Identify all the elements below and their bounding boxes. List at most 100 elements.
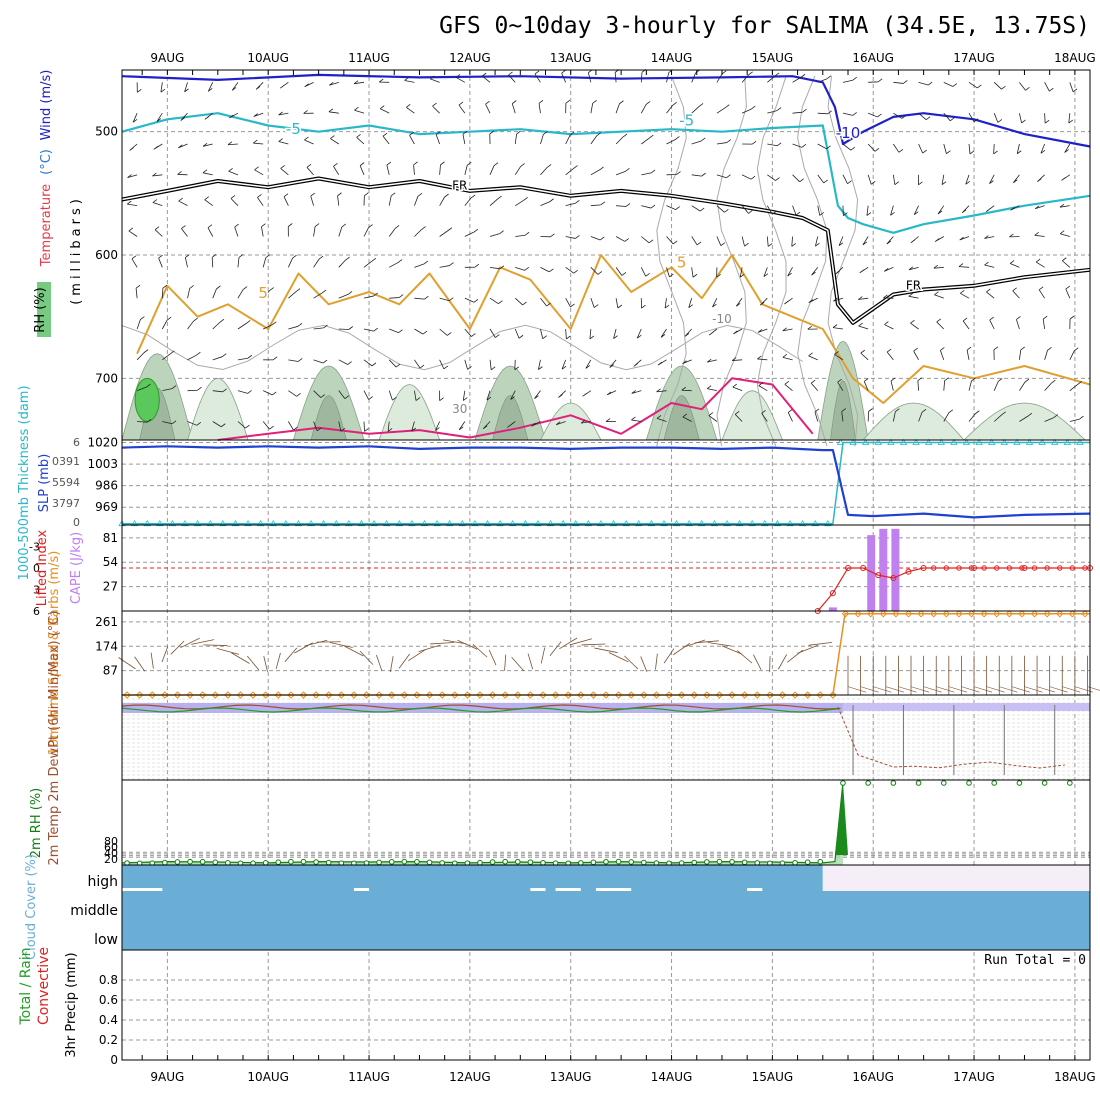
wind10-speed-marker <box>488 691 497 699</box>
wind-barb <box>561 359 567 370</box>
wind-barb <box>288 288 301 299</box>
wind10-speed-marker <box>211 691 219 699</box>
x-tick-label-bottom: 16AUG <box>852 1070 894 1084</box>
freezing-level-inner <box>121 177 1091 324</box>
wind10-speed-marker <box>1043 610 1051 618</box>
wind10-speed-marker <box>665 691 673 699</box>
thickness-marker <box>924 438 933 445</box>
thickness-marker <box>849 438 857 445</box>
wind-barb <box>792 205 801 216</box>
x-tick-label-top: 9AUG <box>150 51 184 65</box>
contour-label: -10 <box>712 312 732 326</box>
wind-barb <box>363 292 378 299</box>
wind10-barb <box>999 686 1018 693</box>
wind-barb <box>262 254 271 268</box>
wind-barb <box>283 193 289 206</box>
wind-barb <box>742 140 757 145</box>
rh-shade-inner <box>663 395 700 441</box>
thickness-marker <box>748 519 756 527</box>
wind-barb <box>684 328 693 337</box>
wind10-barb <box>898 686 917 693</box>
lifted-index-point <box>1031 565 1038 571</box>
wind-barb <box>313 421 322 432</box>
ylabel-rh2m: 2m RH (%) <box>29 788 44 859</box>
wind10-barb <box>860 686 879 693</box>
thickness-tick-label: 0391 <box>52 455 80 468</box>
rh2m-point <box>212 859 219 866</box>
thickness-marker <box>130 519 139 527</box>
wind10-speed-marker <box>476 691 484 699</box>
wind-barb <box>363 390 373 400</box>
wind-barb <box>237 421 250 429</box>
wind-barb <box>1019 82 1030 91</box>
wind-barb <box>128 227 138 237</box>
wind-barb <box>237 354 253 361</box>
wind-barb <box>590 201 606 207</box>
wind-barb <box>631 390 642 394</box>
wind-barb <box>160 82 166 93</box>
wind-barb <box>615 267 627 276</box>
lifted-index-point <box>875 572 882 579</box>
wind10-speed-marker <box>841 610 850 618</box>
thickness-marker <box>496 519 504 527</box>
wind-barb <box>918 81 933 86</box>
wind-barb <box>152 172 163 177</box>
wind-barb <box>585 359 592 369</box>
x-tick-label-top: 10AUG <box>247 51 289 65</box>
wind10-barb <box>663 648 675 664</box>
thickness-marker <box>1025 438 1034 445</box>
cloud-low-mid <box>122 891 1090 950</box>
wind-barb <box>127 200 138 207</box>
x-tick-label-top: 12AUG <box>449 51 491 65</box>
wind-barb <box>691 103 704 114</box>
x-tick-label-bottom: 18AUG <box>1054 1070 1096 1084</box>
lifted-index-point <box>931 565 937 571</box>
ylabel-wind: Wind (m/s) <box>39 70 54 141</box>
wind10-barb <box>408 649 426 662</box>
wind-barb <box>162 385 177 392</box>
x-tick-label-bottom: 14AUG <box>651 1070 693 1084</box>
wind-barb <box>540 297 551 307</box>
wind-barb <box>817 174 828 184</box>
wind10-barb <box>359 650 374 665</box>
wind10-speed-marker <box>854 610 862 618</box>
rh2m-point <box>966 780 972 786</box>
rh2m-point <box>489 859 496 865</box>
grey-contour <box>121 324 803 371</box>
wind-barb <box>211 254 217 268</box>
x-tick-label-bottom: 10AUG <box>247 1070 289 1084</box>
wind-barb <box>511 100 517 114</box>
wind-barb <box>514 163 525 176</box>
lifted-index-point <box>905 568 912 575</box>
wind-barb <box>237 320 251 330</box>
wind-barb <box>514 297 527 306</box>
wind-barb <box>482 421 491 430</box>
wind-barb <box>787 267 793 277</box>
wind10-speed-marker <box>526 691 535 699</box>
rh2m-point <box>628 859 635 865</box>
wind10-barb <box>430 642 455 645</box>
rh-tick-label: 80 <box>104 835 118 848</box>
thickness-marker <box>143 519 151 527</box>
wind-barb <box>136 316 145 330</box>
pressure-tick-label: 500 <box>95 125 118 139</box>
cloud-gap <box>747 888 763 891</box>
wind-barb <box>389 259 403 268</box>
wind-barb <box>913 347 919 361</box>
wind-barb <box>943 112 955 122</box>
x-tick-label-top: 15AUG <box>752 51 794 65</box>
wind-barb <box>968 377 976 391</box>
wind-barb <box>985 205 995 212</box>
wind-barb <box>414 295 429 300</box>
wind-barb <box>1065 285 1071 299</box>
wind-barb <box>212 388 227 393</box>
thickness-marker <box>307 519 315 527</box>
rh-shade <box>963 402 1087 441</box>
wind10-barb <box>511 657 525 672</box>
wind-barb <box>338 359 352 365</box>
wind-barb <box>913 205 919 216</box>
thickness-marker <box>836 438 845 445</box>
wind-barb <box>514 328 524 339</box>
wind10-barb <box>180 637 200 649</box>
wind-barb <box>565 267 578 274</box>
